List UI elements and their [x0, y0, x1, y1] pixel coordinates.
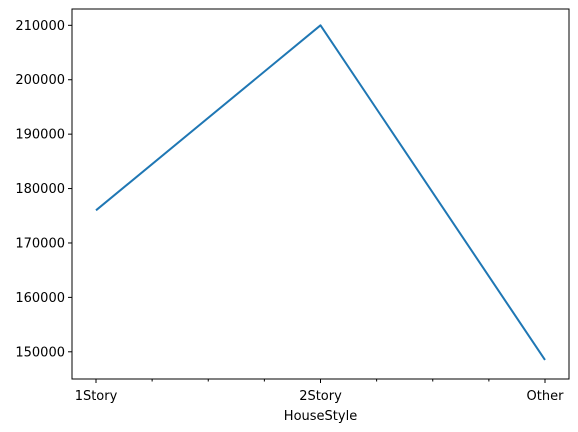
plot-area: 150000 160000 170000 180000 190000 200000 2100… [15, 8, 570, 404]
y-tick-label: 160000 [15, 291, 65, 306]
y-tick-label: 210000 [15, 19, 65, 34]
y-tick-label: 150000 [15, 345, 65, 360]
y-tick-label: 200000 [15, 73, 65, 88]
axes-frame [71, 8, 570, 380]
x-tick-label: 2Story [299, 389, 342, 404]
y-tick-label: 190000 [15, 128, 65, 143]
y-tick-label: 170000 [15, 236, 65, 251]
y-tick-label: 180000 [15, 182, 65, 197]
x-axis-label: HouseStyle [284, 409, 357, 424]
x-tick-label: Other [527, 389, 565, 404]
series-line [95, 24, 546, 361]
x-tick-label: 1Story [75, 389, 118, 404]
